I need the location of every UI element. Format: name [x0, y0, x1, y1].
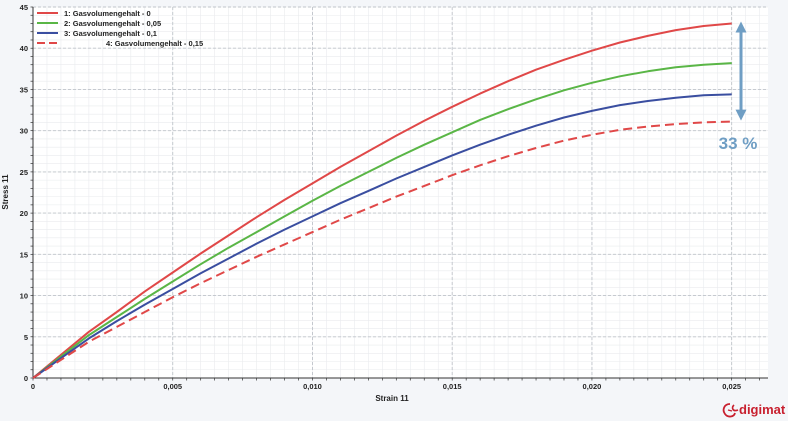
series-lines — [32, 22, 732, 379]
y-tick-label: 40 — [20, 44, 28, 53]
y-axis-title: Stress 11 — [1, 174, 10, 210]
y-tick-label: 20 — [20, 209, 28, 218]
x-tick-label: 0,025 — [722, 382, 741, 391]
y-tick-label: 5 — [24, 333, 28, 342]
series-line-3 — [32, 93, 732, 379]
legend: 1: Gasvolumengehalt - 02: Gasvolumengeha… — [37, 9, 203, 48]
y-tick-label: 45 — [20, 3, 28, 12]
legend-label-2: 2: Gasvolumengehalt - 0,05 — [64, 19, 161, 28]
y-tick-label: 30 — [20, 127, 28, 136]
digimat-logo: digimat — [722, 402, 786, 418]
x-tick-label: 0 — [31, 382, 35, 391]
annotation: 33 % — [719, 21, 758, 153]
axes: 0 0,005 0,010 0,015 0,020 0,025 0 5 10 15 20 25 30 35… — [20, 3, 768, 391]
y-tick-label: 15 — [20, 250, 28, 259]
legend-label-4: 4: Gasvolumengehalt - 0,15 — [106, 39, 203, 48]
y-tick-label: 10 — [20, 292, 28, 301]
x-tick-label: 0,010 — [303, 382, 322, 391]
annotation-arrow-head-bottom — [735, 109, 747, 121]
y-tick-label: 25 — [20, 168, 28, 177]
series-line-4 — [32, 120, 732, 379]
series-line-1 — [32, 22, 732, 379]
x-tick-label: 0,005 — [163, 382, 182, 391]
y-tick-label: 0 — [24, 374, 28, 383]
digimat-logo-icon — [722, 403, 739, 418]
plot-area-background — [33, 7, 768, 378]
x-axis-title: Strain 11 — [375, 394, 409, 403]
annotation-arrow-head-top — [735, 21, 747, 33]
annotation-label: 33 % — [719, 134, 758, 153]
x-tick-label: 0,020 — [583, 382, 602, 391]
y-tick-label: 35 — [20, 85, 28, 94]
digimat-logo-text: digimat — [739, 402, 786, 417]
series-line-2 — [32, 62, 732, 379]
legend-label-3: 3: Gasvolumengehalt - 0,1 — [64, 29, 157, 38]
legend-label-1: 1: Gasvolumengehalt - 0 — [64, 9, 151, 18]
x-tick-label: 0,015 — [443, 382, 462, 391]
